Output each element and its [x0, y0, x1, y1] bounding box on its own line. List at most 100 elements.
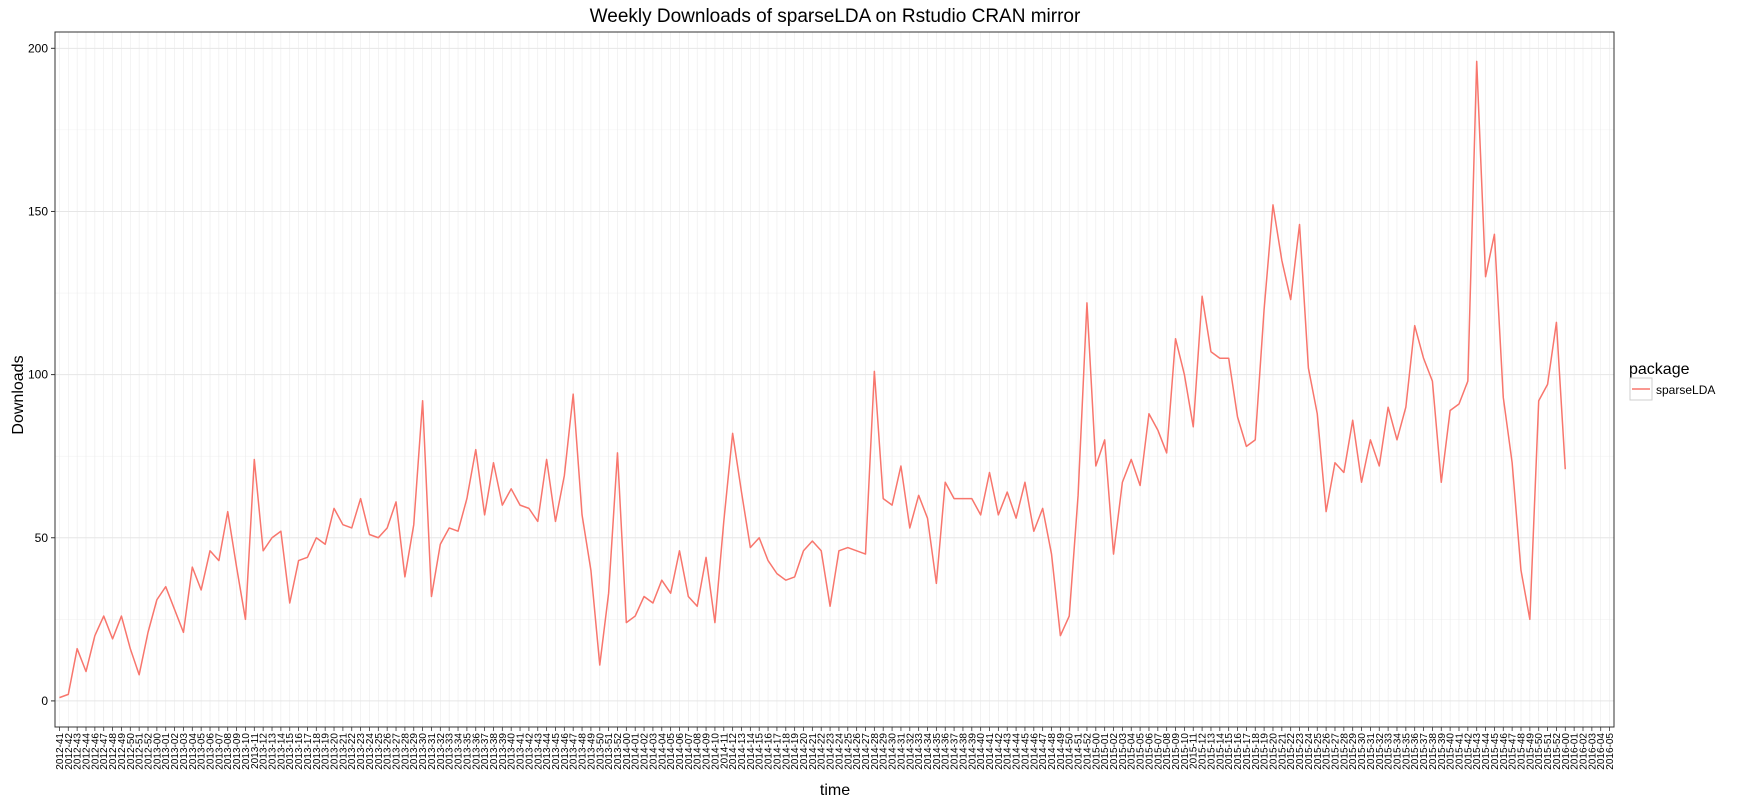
x-tick-label: 2015-09 [1171, 733, 1182, 770]
x-tick-label: 2014-12 [728, 733, 739, 770]
x-tick-label: 2014-23 [826, 733, 837, 770]
x-tick-label: 2014-28 [870, 733, 881, 770]
x-tick-label: 2015-07 [1153, 733, 1164, 770]
x-tick-label: 2013-08 [223, 733, 234, 770]
x-tick-label: 2013-16 [294, 733, 305, 770]
x-tick-label: 2014-32 [905, 733, 916, 770]
x-tick-label: 2014-37 [950, 733, 961, 770]
x-tick-label: 2015-29 [1348, 733, 1359, 770]
plot-panel [55, 32, 1614, 727]
x-tick-label: 2012-48 [108, 733, 119, 770]
x-tick-label: 2016-05 [1605, 733, 1616, 770]
x-tick-label: 2014-09 [702, 733, 713, 770]
plot-area: 0 50 100 150 200 2012-412012-422012-432012-44… [28, 31, 1616, 770]
x-tick-label: 2015-13 [1206, 733, 1217, 770]
x-tick-label: 2016-03 [1587, 733, 1598, 770]
x-tick-label: 2015-30 [1357, 733, 1368, 770]
x-tick-label: 2014-27 [861, 733, 872, 770]
x-tick-label: 2015-32 [1375, 733, 1386, 770]
x-tick-label: 2014-31 [896, 733, 907, 770]
x-tick-label: 2013-15 [285, 733, 296, 770]
x-tick-label: 2014-33 [914, 733, 925, 770]
x-tick-label: 2014-00 [622, 733, 633, 770]
x-tick-label: 2014-49 [1056, 733, 1067, 770]
x-tick-label: 2014-26 [852, 733, 863, 770]
x-axis-label: time [820, 782, 850, 799]
x-tick-label: 2015-39 [1437, 733, 1448, 770]
x-tick-label: 2014-20 [799, 733, 810, 770]
x-tick-label: 2015-18 [1251, 733, 1262, 770]
series-line-sparselda [59, 60, 1567, 699]
y-axis-label: Downloads [10, 355, 27, 434]
x-tick-label: 2015-28 [1339, 733, 1350, 770]
x-tick-label: 2013-28 [400, 733, 411, 770]
x-tick-label: 2014-06 [675, 733, 686, 770]
x-tick-label: 2016-01 [1570, 733, 1581, 770]
x-tick-label: 2013-42 [524, 733, 535, 770]
x-tick-label: 2014-46 [1029, 733, 1040, 770]
x-tick-label: 2013-18 [312, 733, 323, 770]
x-tick-label: 2014-35 [932, 733, 943, 770]
x-tick-label: 2013-51 [604, 733, 615, 770]
x-tick-label: 2014-24 [834, 733, 845, 770]
x-tick-label: 2014-21 [808, 733, 819, 770]
x-tick-label: 2013-01 [161, 733, 172, 770]
x-tick-label: 2015-37 [1419, 733, 1430, 770]
x-tick-label: 2015-15 [1224, 733, 1235, 770]
x-tick-label: 2015-24 [1304, 733, 1315, 770]
x-tick-label: 2013-19 [321, 733, 332, 770]
x-tick-label: 2014-45 [1020, 733, 1031, 770]
x-tick-label: 2013-12 [259, 733, 270, 770]
x-tick-label: 2013-06 [206, 733, 217, 770]
x-tick-label: 2014-07 [684, 733, 695, 770]
x-tick-label: 2015-03 [1118, 733, 1129, 770]
x-tick-label: 2013-49 [586, 733, 597, 770]
x-tick-label: 2015-31 [1366, 733, 1377, 770]
x-tick-label: 2013-14 [276, 733, 287, 770]
x-tick-label: 2015-41 [1454, 733, 1465, 770]
x-tick-label: 2015-05 [1136, 733, 1147, 770]
x-tick-label: 2013-26 [383, 733, 394, 770]
x-tick-label: 2012-49 [117, 733, 128, 770]
x-tick-label: 2013-52 [613, 733, 624, 770]
x-tick-label: 2013-37 [480, 733, 491, 770]
x-tick-label: 2015-46 [1499, 733, 1510, 770]
x-tick-label: 2013-24 [365, 733, 376, 770]
y-tick-label: 0 [41, 694, 48, 708]
x-tick-label: 2015-51 [1543, 733, 1554, 770]
x-tick-label: 2015-40 [1446, 733, 1457, 770]
x-tick-label: 2012-47 [99, 733, 110, 770]
x-tick-label: 2015-50 [1534, 733, 1545, 770]
x-tick-label: 2014-34 [923, 733, 934, 770]
x-tick-label: 2015-19 [1260, 733, 1271, 770]
x-tick-label: 2015-25 [1313, 733, 1324, 770]
y-tick-label: 100 [28, 368, 48, 382]
x-tick-label: 2012-44 [82, 733, 93, 770]
x-tick-label: 2015-48 [1516, 733, 1527, 770]
x-tick-label: 2012-51 [135, 733, 146, 770]
x-tick-label: 2013-36 [471, 733, 482, 770]
x-tick-label: 2015-33 [1384, 733, 1395, 770]
x-tick-label: 2013-38 [489, 733, 500, 770]
x-tick-label: 2015-14 [1215, 733, 1226, 770]
x-tick-label: 2014-18 [781, 733, 792, 770]
y-tick-label: 150 [28, 204, 48, 218]
x-tick-label: 2012-43 [73, 733, 84, 770]
x-tick-label: 2014-42 [994, 733, 1005, 770]
x-tick-label: 2014-41 [985, 733, 996, 770]
x-tick-label: 2013-30 [418, 733, 429, 770]
legend-title: package [1629, 361, 1690, 378]
x-tick-label: 2013-29 [409, 733, 420, 770]
x-tick-label: 2015-01 [1100, 733, 1111, 770]
x-tick-label: 2013-22 [347, 733, 358, 770]
x-tick-label: 2016-00 [1561, 733, 1572, 770]
x-tick-label: 2014-44 [1012, 733, 1023, 770]
x-tick-label: 2015-04 [1127, 733, 1138, 770]
x-tick-label: 2015-16 [1233, 733, 1244, 770]
x-tick-label: 2014-16 [764, 733, 775, 770]
x-tick-label: 2014-30 [888, 733, 899, 770]
x-tick-label: 2012-50 [126, 733, 137, 770]
x-tick-label: 2015-20 [1268, 733, 1279, 770]
x-tick-label: 2013-13 [268, 733, 279, 770]
